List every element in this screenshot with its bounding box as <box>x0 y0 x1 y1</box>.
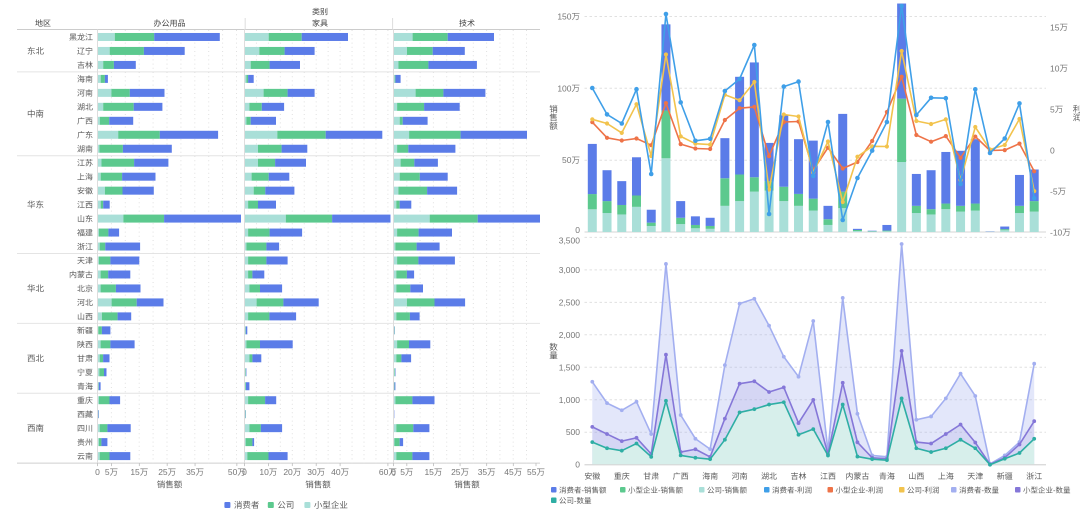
svg-text:-: - <box>866 486 869 495</box>
svg-text:-: - <box>574 496 577 505</box>
svg-text:-: - <box>1053 486 1056 495</box>
svg-text:0: 0 <box>575 460 580 470</box>
svg-text:30: 30 <box>307 467 317 477</box>
svg-text:0: 0 <box>1050 145 1055 155</box>
svg-text:15: 15 <box>424 467 434 477</box>
svg-text:55: 55 <box>527 467 537 477</box>
svg-text:-5: -5 <box>1050 186 1058 196</box>
svg-text:60: 60 <box>379 467 389 477</box>
svg-text:0: 0 <box>242 467 247 477</box>
svg-text:40: 40 <box>331 467 341 477</box>
svg-text:-: - <box>795 486 798 495</box>
svg-text:-: - <box>658 486 661 495</box>
svg-text:5: 5 <box>105 467 110 477</box>
svg-text:50: 50 <box>228 467 238 477</box>
svg-text:500: 500 <box>566 427 580 437</box>
svg-text:0: 0 <box>391 467 396 477</box>
svg-text:2,000: 2,000 <box>559 330 581 340</box>
svg-text:3,500: 3,500 <box>559 236 581 246</box>
svg-text:5: 5 <box>1050 104 1055 114</box>
svg-text:35: 35 <box>186 467 196 477</box>
svg-text:35: 35 <box>478 467 488 477</box>
svg-text:15: 15 <box>130 467 140 477</box>
svg-text:-: - <box>922 486 925 495</box>
svg-text:20: 20 <box>283 467 293 477</box>
svg-text:25: 25 <box>158 467 168 477</box>
svg-text:1,000: 1,000 <box>559 395 581 405</box>
svg-text:100: 100 <box>557 83 571 93</box>
svg-text:5: 5 <box>400 467 405 477</box>
svg-text:50: 50 <box>562 155 572 165</box>
svg-text:2,500: 2,500 <box>559 297 581 307</box>
svg-text:-: - <box>722 486 725 495</box>
svg-text:-10: -10 <box>1050 227 1063 237</box>
svg-text:45: 45 <box>504 467 514 477</box>
svg-text:150: 150 <box>557 11 571 21</box>
svg-text:15: 15 <box>1050 22 1060 32</box>
svg-text:3,000: 3,000 <box>559 265 581 275</box>
svg-text:0: 0 <box>95 467 100 477</box>
svg-text:-: - <box>982 486 985 495</box>
svg-text:-: - <box>582 486 585 495</box>
svg-text:25: 25 <box>451 467 461 477</box>
svg-text:0: 0 <box>575 225 580 235</box>
svg-text:10: 10 <box>1050 63 1060 73</box>
svg-text:10: 10 <box>259 467 269 477</box>
svg-text:1,500: 1,500 <box>559 362 581 372</box>
